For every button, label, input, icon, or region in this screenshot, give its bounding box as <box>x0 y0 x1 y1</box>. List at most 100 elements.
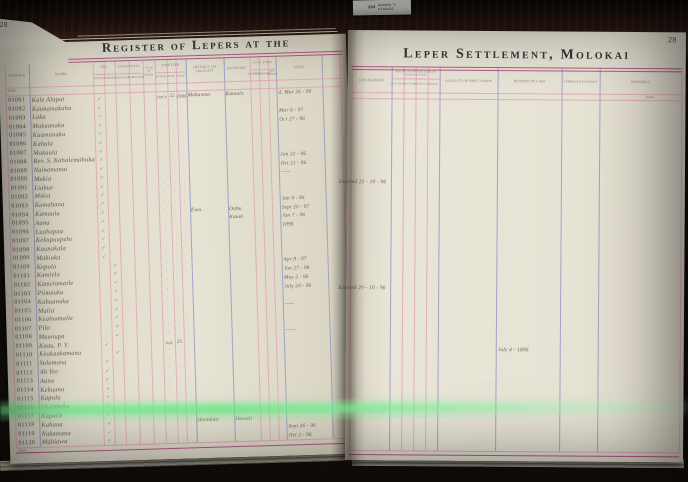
rule-horizontal <box>349 454 680 458</box>
admitted-date: · <box>178 330 180 336</box>
admitted-year: · <box>181 119 184 125</box>
rule-vertical <box>321 55 334 439</box>
admitted-date: · <box>174 216 177 222</box>
admitted-year: · <box>187 304 189 310</box>
sex-mark: ✓ <box>100 218 105 224</box>
admitted-year: · <box>185 260 188 266</box>
sex-mark: ✓ <box>100 192 104 198</box>
admitted-date: · <box>176 260 178 266</box>
admitted-year: · <box>187 321 190 327</box>
sex-mark: ✓ <box>106 420 111 426</box>
died-entry: —— <box>280 168 291 176</box>
sex-mark: ✓ <box>114 306 119 312</box>
sex-mark: ✓ <box>98 148 103 154</box>
admitted-month: · <box>166 295 169 301</box>
sex-mark: ✓ <box>105 359 109 365</box>
district-entry: Makawao <box>187 92 211 99</box>
died-entry: —— <box>285 326 296 334</box>
admitted-date: · <box>173 155 175 161</box>
admitted-month: · <box>169 401 172 407</box>
sex-mark: ✓ <box>115 332 120 338</box>
admitted-year: · <box>182 163 185 169</box>
rule-horizontal <box>351 98 682 102</box>
admitted-date: · <box>175 225 177 231</box>
sex-mark: ✓ <box>106 411 111 417</box>
rule-vertical <box>437 66 441 451</box>
rule-vertical <box>128 61 141 444</box>
admitted-month: · <box>164 234 167 240</box>
sex-mark: ✓ <box>114 297 119 303</box>
left-page: 28 Register of Lepers at the Totals Tota… <box>0 34 359 464</box>
column-header: Female <box>103 76 116 81</box>
right-page: 28 Leper Settlement, Molokai Totals Disc… <box>338 30 686 463</box>
sex-mark: ✓ <box>114 314 119 321</box>
admitted-month: · <box>167 304 169 310</box>
sex-mark: ✓ <box>97 95 102 101</box>
admitted-date: · <box>176 251 178 257</box>
admitted-month: July <box>164 339 173 345</box>
admitted-date: · <box>176 269 179 275</box>
admitted-date: 25 <box>176 339 183 345</box>
column-header: Civil State <box>253 61 272 65</box>
admitted-month: · <box>165 243 167 249</box>
admitted-month: · <box>164 216 167 222</box>
right-page-number: 28 <box>667 35 677 45</box>
column-header: Date <box>167 74 176 78</box>
admitted-date: · <box>176 278 179 284</box>
sticker-line-2: DISEASE <box>378 6 394 11</box>
admitted-date: · <box>179 383 182 389</box>
admitted-month: · <box>163 181 166 187</box>
admitted-year: · <box>186 268 188 274</box>
admitted-month: · <box>161 129 164 135</box>
row-number: 01120 <box>18 439 36 447</box>
district-entry: Ewa <box>190 206 202 213</box>
sex-mark: ✓ <box>115 350 120 356</box>
sex-mark: ✓ <box>100 209 105 216</box>
admitted-month: · <box>162 146 164 152</box>
column-header: Nature of Further Leprous Manifestation <box>395 70 437 77</box>
rule-vertical <box>597 67 601 452</box>
rule-vertical <box>559 67 563 452</box>
admitted-date: · <box>181 435 184 442</box>
row-name: Mahiawa <box>41 438 68 447</box>
quarters-entry: Hawaii <box>235 415 253 423</box>
column-header: District or Locality <box>193 64 217 74</box>
admitted-date: · <box>175 234 178 240</box>
column-header: History of Case <box>513 78 546 83</box>
admitted-date: · <box>179 356 181 363</box>
sex-mark: ✓ <box>101 253 106 259</box>
column-header: Discharged <box>359 78 385 83</box>
rule-vertical <box>223 58 236 442</box>
admitted-year: · <box>189 383 191 389</box>
column-header: Year <box>177 73 185 78</box>
admitted-year: · <box>189 374 191 380</box>
admitted-year: · <box>182 146 184 152</box>
sex-mark: ✓ <box>101 245 106 251</box>
admitted-month: · <box>162 155 165 161</box>
sex-mark: ✓ <box>97 113 102 119</box>
admitted-year: · <box>190 418 193 424</box>
sticker-text: HANSEN'S DISEASE <box>378 2 396 11</box>
admitted-year: · <box>183 198 186 204</box>
sex-mark: ✓ <box>105 367 110 374</box>
admitted-year: · <box>186 295 189 301</box>
admitted-month: · <box>169 383 172 389</box>
admitted-month: · <box>161 120 164 126</box>
column-header: Name <box>54 71 67 77</box>
admitted-year: · <box>181 128 184 134</box>
admitted-year: · <box>185 251 188 257</box>
sex-mark: ✓ <box>114 323 119 329</box>
admitted-date: · <box>173 163 175 169</box>
admitted-month: Jan'y <box>156 93 167 100</box>
sex-mark: ✓ <box>113 279 118 285</box>
admitted-month: · <box>166 278 168 284</box>
sex-mark: ✓ <box>101 236 106 242</box>
admitted-month: · <box>167 313 169 319</box>
column-header: Number <box>8 73 26 78</box>
column-header: Sex <box>100 64 108 70</box>
left-page-number: 28 <box>0 19 9 29</box>
admitted-year: · <box>187 330 190 336</box>
column-header: Mixed <box>429 83 438 86</box>
sex-mark: ✓ <box>99 157 103 163</box>
admitted-year: · <box>181 110 183 117</box>
